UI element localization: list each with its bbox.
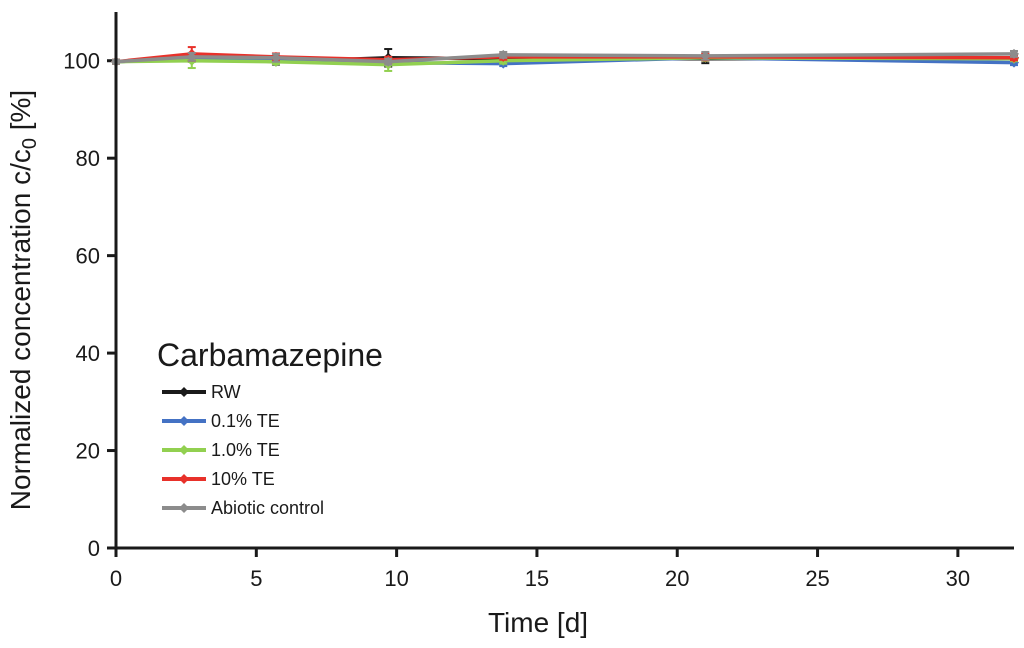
legend-swatch-marker bbox=[179, 474, 189, 484]
legend: RW 0.1% TE 1.0% TE 10% TE Abiotic control bbox=[162, 382, 324, 518]
x-tick-label: 20 bbox=[665, 566, 689, 591]
legend-label: Abiotic control bbox=[211, 498, 324, 518]
y-tick-label: 0 bbox=[88, 536, 100, 561]
legend-entry: 1.0% TE bbox=[162, 440, 280, 460]
legend-swatch-marker bbox=[179, 445, 189, 455]
x-tick-label: 5 bbox=[250, 566, 262, 591]
legend-swatch-marker bbox=[179, 503, 189, 513]
x-tick-label: 30 bbox=[946, 566, 970, 591]
legend-label: 0.1% TE bbox=[211, 411, 280, 431]
x-tick-label: 15 bbox=[525, 566, 549, 591]
data-point bbox=[270, 52, 281, 63]
data-point bbox=[498, 49, 509, 60]
y-axis-title: Normalized concentration c/c0 [%] bbox=[5, 90, 41, 510]
data-point bbox=[1009, 48, 1019, 59]
legend-label: 10% TE bbox=[211, 469, 275, 489]
y-tick-label: 100 bbox=[63, 49, 100, 74]
x-axis-title: Time [d] bbox=[488, 607, 588, 638]
legend-entry: Abiotic control bbox=[162, 498, 324, 518]
legend-entry: RW bbox=[162, 382, 241, 402]
legend-entry: 10% TE bbox=[162, 469, 275, 489]
legend-swatch-marker bbox=[179, 416, 189, 426]
data-point bbox=[700, 50, 711, 61]
x-tick-label: 10 bbox=[384, 566, 408, 591]
legend-swatch-marker bbox=[179, 387, 189, 397]
y-axis-title-main: Normalized concentration c/c bbox=[5, 149, 36, 510]
legend-label: RW bbox=[211, 382, 241, 402]
y-axis-title-text: Normalized concentration c/c0 [%] bbox=[5, 90, 41, 510]
legend-label: 1.0% TE bbox=[211, 440, 280, 460]
data-point bbox=[383, 56, 394, 67]
legend-entry: 0.1% TE bbox=[162, 411, 280, 431]
y-axis-title-unit: [%] bbox=[5, 90, 36, 138]
data-point bbox=[186, 51, 197, 62]
x-tick-label: 0 bbox=[110, 566, 122, 591]
y-axis-title-subscript: 0 bbox=[19, 138, 41, 149]
y-tick-label: 40 bbox=[76, 341, 100, 366]
y-tick-label: 20 bbox=[76, 439, 100, 464]
legend-title: Carbamazepine bbox=[157, 337, 383, 373]
x-tick-label: 25 bbox=[805, 566, 829, 591]
y-tick-label: 60 bbox=[76, 244, 100, 269]
y-tick-label: 80 bbox=[76, 146, 100, 171]
